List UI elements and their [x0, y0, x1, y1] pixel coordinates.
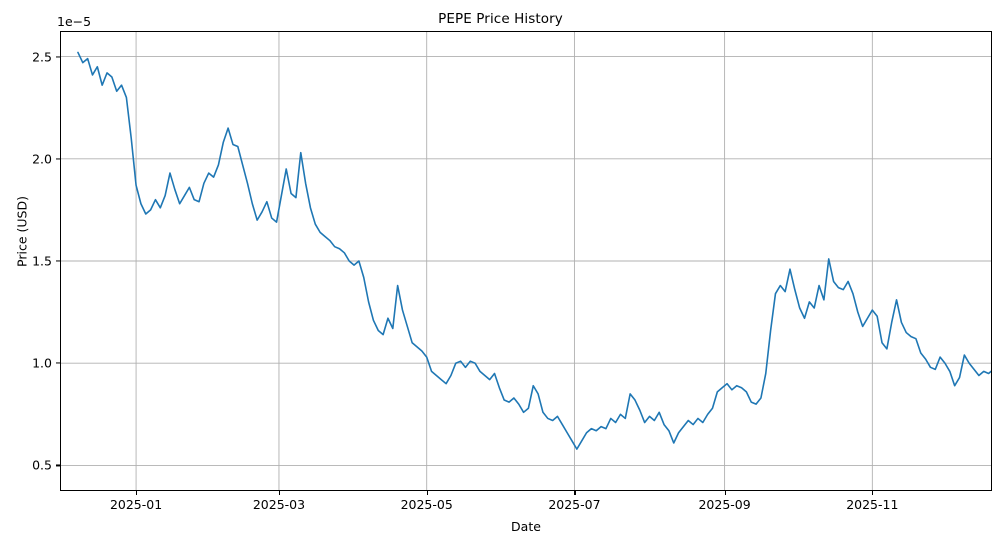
x-tick-mark [278, 491, 281, 495]
horizontal-gridlines [61, 56, 991, 466]
y-tick-label: 1.5 [32, 253, 52, 269]
y-tick-label: 2.0 [32, 151, 52, 167]
y-tick-label: 1.0 [32, 355, 52, 371]
y-axis-offset-text: 1e−5 [57, 14, 92, 29]
plot-area [60, 31, 992, 491]
y-axis-tick-labels: 0.5 1.0 1.5 2.0 2.5 [0, 31, 52, 491]
chart-title: PEPE Price History [438, 11, 563, 27]
y-tick-mark [56, 55, 60, 58]
price-series-line [77, 51, 991, 450]
x-tick-mark [574, 491, 576, 495]
y-tick-mark [56, 362, 60, 364]
x-tick-mark [136, 491, 138, 495]
x-tick-label: 2025-11 [846, 497, 899, 512]
x-axis-tick-labels: 2025-01 2025-03 2025-05 2025-07 2025-09 2025-… [60, 497, 992, 517]
y-tick-mark [56, 260, 60, 262]
x-tick-label: 2025-01 [109, 497, 163, 512]
y-axis-tick-marks [52, 31, 60, 491]
x-tick-label: 2025-05 [400, 497, 453, 512]
x-axis-label: Date [511, 519, 541, 534]
y-tick-label: 2.5 [32, 49, 52, 65]
x-axis-tick-marks [60, 491, 992, 499]
x-tick-mark [872, 491, 874, 495]
y-tick-label: 0.5 [32, 457, 52, 473]
y-tick-mark [56, 158, 60, 160]
x-tick-mark [426, 491, 428, 495]
x-tick-label: 2025-07 [548, 497, 601, 512]
x-tick-label: 2025-03 [252, 497, 306, 512]
y-axis-label: Price (USD) [14, 196, 30, 267]
price-line-plot [61, 32, 991, 490]
x-tick-mark [724, 491, 726, 495]
x-tick-label: 2025-09 [698, 497, 751, 512]
y-tick-mark [56, 464, 60, 466]
